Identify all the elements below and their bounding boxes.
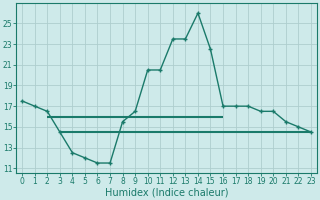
X-axis label: Humidex (Indice chaleur): Humidex (Indice chaleur) [105,187,228,197]
